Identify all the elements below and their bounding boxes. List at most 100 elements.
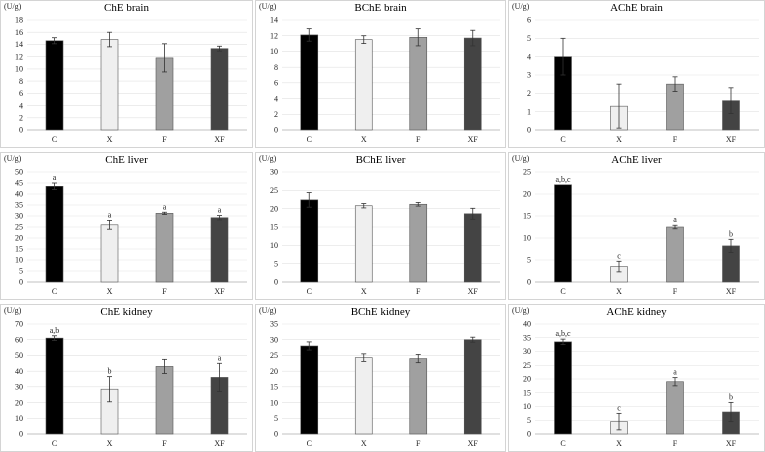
chart-panel: AChE kidney (U/g) 0 5 10 15 20 25 30 35 40 a,b,c Cc X…: [508, 304, 765, 452]
y-tick-label: 10: [523, 402, 531, 411]
panel-border: [508, 0, 765, 148]
chart-title: ChE kidney: [100, 306, 153, 318]
y-tick-label: 14: [270, 16, 278, 25]
y-axis-unit: (U/g): [4, 306, 22, 315]
bar: [666, 226, 684, 283]
significance-label: a: [673, 368, 677, 377]
chart-panel: ChE liver (U/g) 0 5 10 15 20 25 30 35 40 45 50 a Ca Xa F…: [0, 152, 253, 300]
chart-panel: AChE liver (U/g) 0 5 10 15 20 25 a,b,c Cc Xa Fb XF: [508, 152, 765, 300]
y-tick-label: 12: [270, 31, 278, 40]
x-tick-label: F: [162, 135, 167, 144]
y-axis-unit: (U/g): [4, 2, 22, 11]
y-tick-label: 15: [15, 245, 23, 254]
significance-label: b: [729, 392, 733, 401]
x-tick-label: F: [416, 439, 421, 448]
bar: [554, 341, 572, 435]
y-tick-label: 35: [15, 201, 23, 210]
x-tick-label: X: [107, 439, 113, 448]
significance-label: a: [218, 206, 222, 215]
panel-border: [508, 152, 765, 300]
y-tick-label: 40: [15, 190, 23, 199]
bar: [45, 337, 64, 435]
y-axis-unit: (U/g): [259, 306, 277, 315]
significance-label: c: [617, 403, 621, 412]
x-tick-label: XF: [214, 439, 225, 448]
y-tick-label: 10: [15, 414, 23, 423]
x-tick-label: X: [616, 287, 622, 296]
x-tick-label: XF: [214, 287, 225, 296]
y-tick-label: 5: [527, 416, 531, 425]
y-tick-label: 3: [527, 71, 531, 80]
significance-label: a,b,c: [555, 329, 571, 338]
y-tick-label: 35: [523, 333, 531, 342]
y-tick-label: 20: [15, 398, 23, 407]
x-tick-label: F: [673, 287, 678, 296]
x-tick-label: F: [416, 287, 421, 296]
y-axis-unit: (U/g): [259, 2, 277, 11]
y-tick-label: 30: [270, 168, 278, 177]
y-tick-label: 12: [15, 52, 23, 61]
y-axis-unit: (U/g): [259, 154, 277, 163]
x-tick-label: X: [107, 135, 113, 144]
y-tick-label: 5: [274, 414, 278, 423]
bar: [463, 213, 482, 283]
y-tick-label: 0: [19, 126, 23, 135]
y-tick-label: 35: [270, 320, 278, 329]
y-tick-label: 0: [274, 126, 278, 135]
x-tick-label: C: [52, 135, 57, 144]
x-tick-label: F: [416, 135, 421, 144]
x-tick-label: C: [52, 287, 57, 296]
y-tick-label: 40: [15, 367, 23, 376]
x-tick-label: XF: [468, 287, 479, 296]
bar: [354, 39, 373, 131]
y-tick-label: 18: [15, 16, 23, 25]
y-tick-label: 5: [19, 267, 23, 276]
y-tick-label: 25: [15, 223, 23, 232]
bar: [354, 205, 373, 283]
panel-border: [255, 152, 506, 300]
y-tick-label: 45: [15, 179, 23, 188]
bar: [45, 186, 64, 283]
y-tick-label: 4: [274, 94, 278, 103]
x-tick-label: X: [616, 439, 622, 448]
panel-border: [0, 0, 253, 148]
y-tick-label: 10: [15, 256, 23, 265]
chart-title: BChE liver: [356, 154, 406, 166]
y-tick-label: 20: [523, 375, 531, 384]
y-axis-unit: (U/g): [4, 154, 22, 163]
y-tick-label: 30: [523, 347, 531, 356]
chart-title: BChE kidney: [351, 306, 411, 318]
y-tick-label: 20: [523, 190, 531, 199]
y-tick-label: 14: [15, 40, 23, 49]
y-axis-unit: (U/g): [512, 306, 530, 315]
panel-border: [508, 304, 765, 452]
y-tick-label: 1: [527, 107, 531, 116]
y-tick-label: 15: [523, 212, 531, 221]
y-tick-label: 15: [523, 388, 531, 397]
y-axis-unit: (U/g): [512, 154, 530, 163]
y-tick-label: 15: [270, 383, 278, 392]
x-tick-label: C: [52, 439, 57, 448]
y-tick-label: 25: [523, 168, 531, 177]
y-tick-label: 40: [523, 320, 531, 329]
bar: [354, 357, 373, 435]
chart-title: ChE liver: [105, 154, 148, 166]
x-tick-label: C: [307, 439, 312, 448]
panel-border: [0, 304, 253, 452]
y-tick-label: 16: [15, 28, 23, 37]
x-tick-label: F: [673, 439, 678, 448]
y-tick-label: 30: [15, 212, 23, 221]
y-tick-label: 0: [274, 430, 278, 439]
y-tick-label: 4: [19, 101, 23, 110]
x-tick-label: XF: [468, 439, 479, 448]
significance-label: b: [729, 229, 733, 238]
y-tick-label: 70: [15, 320, 23, 329]
x-tick-label: XF: [726, 287, 737, 296]
bar: [155, 366, 174, 435]
y-tick-label: 8: [19, 77, 23, 86]
